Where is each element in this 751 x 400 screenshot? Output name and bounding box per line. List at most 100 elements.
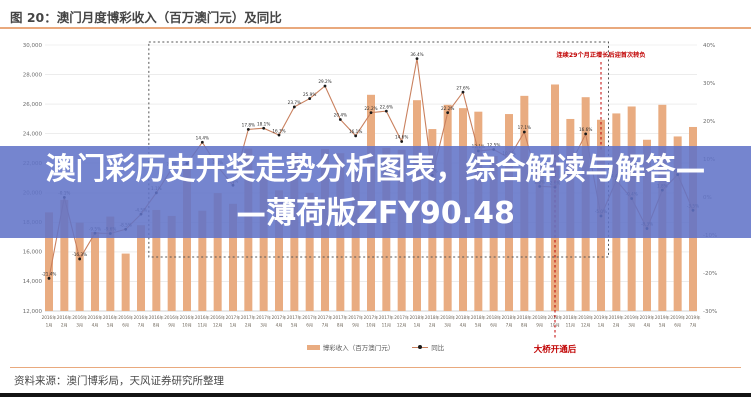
- bar: [167, 215, 176, 311]
- x-tick-label: 2019年 7月: [686, 314, 701, 329]
- left-axis-tick: 12,000: [23, 309, 43, 315]
- right-axis-tick: -30%: [703, 309, 717, 315]
- chart-legend: 博彩收入（百万澳门元） 同比: [0, 342, 751, 352]
- yoy-data-label: 27.6%: [456, 85, 469, 90]
- source-note: 资料来源：澳门博彩局，天风证券研究所整理: [14, 375, 224, 387]
- footer-accent-rule: [10, 367, 741, 368]
- x-tick-label: 2017年 2月: [241, 314, 256, 329]
- x-tick-label: 2018年 6月: [486, 314, 501, 329]
- yoy-data-label: 25.9%: [303, 92, 316, 97]
- x-tick-label: 2019年 3月: [624, 314, 639, 329]
- yoy-data-label: 23.7%: [288, 100, 301, 105]
- x-tick-label: 2017年 9月: [348, 314, 363, 329]
- x-tick-label: 2019年 6月: [670, 314, 685, 329]
- bar: [60, 199, 69, 311]
- bar: [45, 212, 53, 311]
- x-tick-label: 2016年 3月: [72, 314, 87, 329]
- x-tick-label: 2016年 1月: [42, 314, 57, 329]
- yoy-data-label: 16.6%: [579, 127, 592, 132]
- x-tick-label: 2017年 8月: [333, 314, 348, 329]
- yoy-point: [277, 133, 281, 137]
- legend-item-revenue: 博彩收入（百万澳门元）: [306, 342, 395, 352]
- yoy-point: [47, 276, 51, 280]
- x-tick-label: 2016年 10月: [180, 314, 195, 329]
- yoy-data-label: 14.4%: [196, 135, 209, 140]
- x-tick-label: 2016年 6月: [118, 314, 133, 329]
- yoy-data-label: 36.4%: [410, 52, 423, 57]
- yoy-point: [338, 118, 342, 121]
- legend-revenue-label: 博彩收入（百万澳门元）: [322, 344, 395, 352]
- x-tick-label: 2018年 7月: [502, 314, 517, 329]
- bar: [305, 192, 314, 311]
- bar: [106, 216, 115, 311]
- yoy-data-label: 22.2%: [441, 106, 454, 111]
- yoy-point: [323, 84, 327, 88]
- x-tick-label: 2018年 11月: [563, 314, 578, 329]
- yoy-point: [292, 105, 296, 109]
- watermark-line2: —薄荷版ZFY90.48: [236, 196, 515, 231]
- line-swatch-icon: [412, 345, 429, 349]
- x-tick-label: 2017年 5月: [287, 314, 302, 329]
- bar: [213, 193, 222, 311]
- right-axis-tick: 30%: [703, 81, 715, 87]
- left-axis-tick: 28,000: [23, 72, 43, 78]
- x-tick-label: 2016年 4月: [88, 314, 103, 329]
- yoy-point: [369, 111, 373, 115]
- yoy-data-label: 16.1%: [349, 129, 362, 134]
- yoy-point: [78, 257, 82, 261]
- yoy-point: [354, 134, 358, 138]
- x-tick-label: 2018年 4月: [456, 314, 471, 329]
- left-axis-tick: 30,000: [23, 43, 43, 49]
- x-tick-label: 2016年 2月: [57, 314, 72, 329]
- bar-swatch-icon: [306, 344, 320, 350]
- yoy-point: [522, 130, 526, 134]
- legend-item-yoy: 同比: [412, 342, 444, 352]
- bar: [121, 253, 130, 311]
- right-axis-tick: -20%: [703, 271, 717, 277]
- yoy-data-label: 17.8%: [242, 123, 255, 128]
- x-tick-label: 2018年 12月: [578, 314, 593, 329]
- yoy-point: [461, 90, 465, 94]
- x-tick-label: 2017年 10月: [364, 314, 379, 329]
- x-tick-label: 2019年 1月: [594, 314, 609, 329]
- x-tick-label: 2018年 1月: [410, 314, 425, 329]
- right-axis-tick: 40%: [703, 43, 715, 49]
- x-tick-label: 2019年 5月: [655, 314, 670, 329]
- yoy-point: [200, 140, 204, 144]
- x-tick-label: 2016年 5月: [103, 314, 118, 329]
- x-tick-label: 2018年 2月: [425, 314, 440, 329]
- x-tick-label: 2018年 5月: [471, 314, 486, 329]
- bar: [198, 210, 207, 311]
- figure-title: 图 20：澳门月度博彩收入（百万澳门元）及同比: [10, 10, 282, 25]
- left-axis-tick: 26,000: [23, 102, 43, 108]
- yoy-data-label: 20.4%: [334, 113, 347, 118]
- x-tick-label: 2017年 11月: [379, 314, 394, 329]
- bar: [183, 166, 191, 311]
- x-tick-label: 2018年 8月: [517, 314, 532, 329]
- bar: [91, 232, 99, 311]
- x-tick-label: 2017年 7月: [318, 314, 333, 329]
- x-tick-label: 2017年 3月: [256, 314, 271, 329]
- x-tick-label: 2018年 3月: [440, 314, 455, 329]
- x-tick-label: 2017年 12月: [394, 314, 409, 329]
- x-tick-label: 2016年 7月: [134, 314, 149, 329]
- yoy-data-label: -21.4%: [42, 272, 57, 277]
- watermark-line1: 澳门彩历史开奖走势分析图表，综合解读与解答—: [45, 152, 706, 187]
- x-tick-label: 2016年 12月: [210, 314, 225, 329]
- yoy-data-label: -16.3%: [72, 252, 87, 257]
- yoy-data-label: 14.6%: [395, 135, 408, 140]
- x-tick-label: 2017年 4月: [272, 314, 287, 329]
- x-tick-label: 2017年 1月: [226, 314, 241, 329]
- yoy-data-label: 29.2%: [318, 79, 331, 84]
- bar: [351, 171, 360, 311]
- title-accent-rule: [0, 27, 751, 29]
- left-axis-tick: 16,000: [23, 250, 43, 256]
- left-axis-tick: 24,000: [23, 131, 43, 137]
- yoy-data-label: 16.3%: [272, 128, 285, 133]
- yoy-point: [384, 109, 388, 113]
- left-axis-tick: 14,000: [23, 279, 43, 285]
- annotation-bridge-label: 大桥开通后: [534, 344, 577, 355]
- watermark-overlay: 澳门彩历史开奖走势分析图表，综合解读与解答— —薄荷版ZFY90.48: [0, 146, 751, 238]
- yoy-point: [584, 132, 588, 136]
- bar: [137, 225, 145, 311]
